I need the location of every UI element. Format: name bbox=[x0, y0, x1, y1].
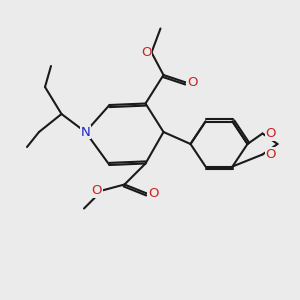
Text: O: O bbox=[91, 184, 102, 197]
Text: N: N bbox=[81, 125, 90, 139]
Text: O: O bbox=[266, 127, 276, 140]
Text: O: O bbox=[266, 148, 276, 161]
Text: O: O bbox=[148, 187, 158, 200]
Text: O: O bbox=[187, 76, 197, 89]
Text: O: O bbox=[141, 46, 152, 59]
